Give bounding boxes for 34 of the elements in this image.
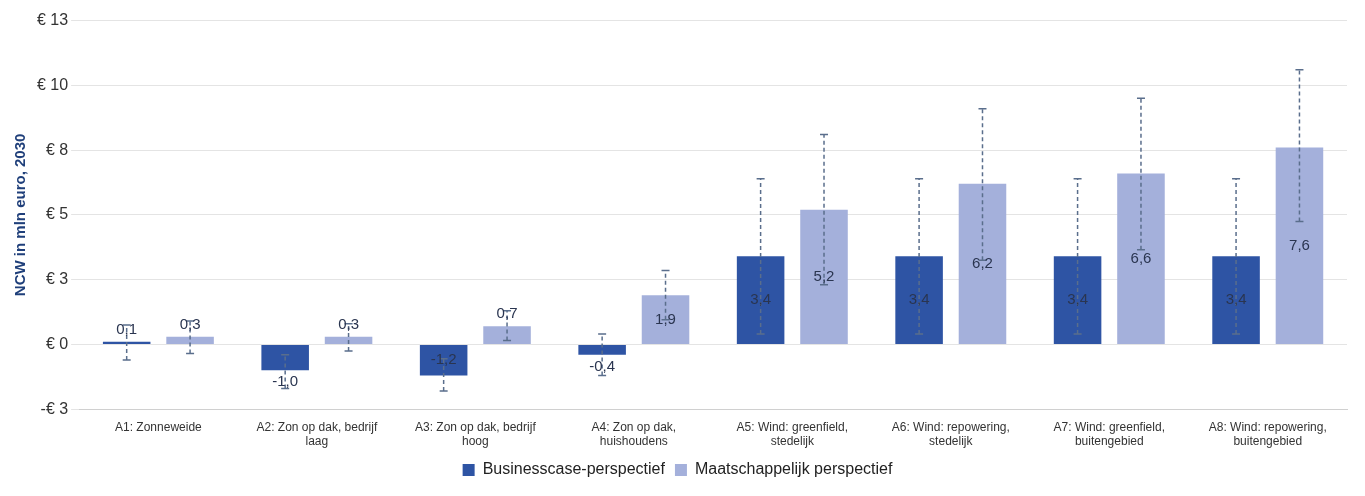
legend-label: Businesscase-perspectief [482, 460, 666, 478]
x-tick-label: A3: Zon op dak, bedrijf hoog [414, 419, 537, 449]
data-label: 0,3 [338, 314, 359, 332]
x-tick-label: A8: Wind: repowering, buitengebied [1208, 419, 1327, 449]
data-label: 6,6 [1130, 248, 1152, 266]
y-tick-label: € 8 [45, 140, 69, 158]
data-label: 0,7 [496, 304, 518, 322]
data-label: 5,2 [813, 266, 835, 284]
x-tick-label: A6: Wind: repowering, stedelijk [891, 419, 1010, 449]
data-label: 3,4 [1067, 290, 1089, 308]
data-label: 7,6 [1289, 235, 1310, 253]
data-label: 0,1 [116, 319, 138, 337]
y-tick-label: € 3 [45, 270, 69, 288]
data-label: 3,4 [908, 290, 930, 308]
y-tick-label: € 10 [37, 75, 69, 93]
y-tick-label: € 0 [45, 334, 69, 352]
y-tick-label: -€ 3 [40, 399, 69, 417]
x-tick-label: A5: Wind: greenfield, stedelijk [736, 419, 849, 449]
y-axis-title: NCW in mln euro, 2030 [11, 133, 29, 297]
data-label: 0,3 [179, 314, 201, 332]
x-tick-label: A1: Zonneweide [115, 419, 203, 434]
data-label: -1,0 [272, 372, 299, 390]
data-label: 3,4 [750, 290, 772, 308]
data-label: 3,4 [1225, 290, 1247, 308]
y-tick-label: € 13 [37, 11, 69, 29]
data-label: -0,4 [589, 356, 616, 374]
y-tick-label: € 5 [45, 205, 69, 223]
x-tick-label: A4: Zon op dak, huishoudens [591, 419, 677, 449]
data-label: 6,2 [972, 254, 993, 272]
x-tick-label: A7: Wind: greenfield, buitengebied [1053, 419, 1165, 449]
data-label: 1,9 [655, 309, 676, 327]
x-tick-label: A2: Zon op dak, bedrijf laag [256, 419, 378, 449]
legend-label: Maatschappelijk perspectief [694, 460, 893, 478]
data-label: -1,2 [430, 350, 457, 368]
